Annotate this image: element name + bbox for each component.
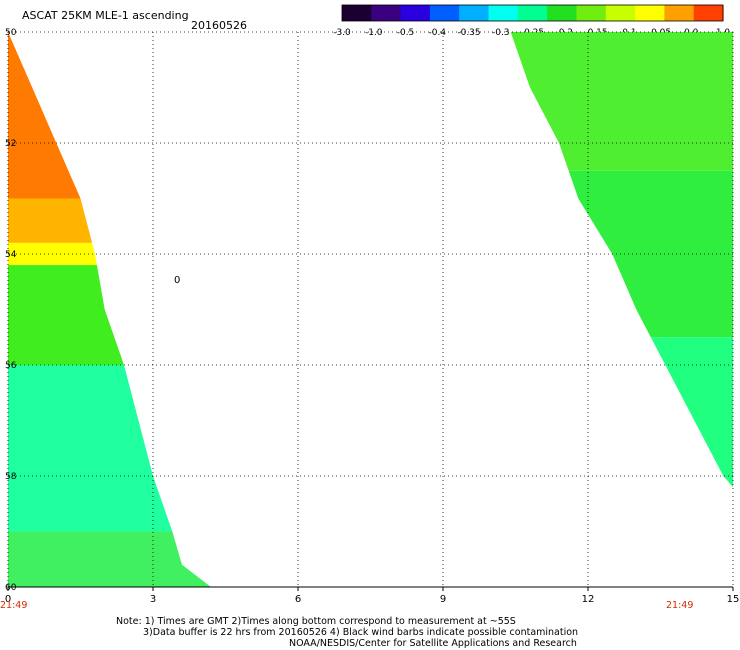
colorbar-segment bbox=[488, 5, 519, 21]
colorbar-label: -0.5 bbox=[397, 28, 415, 38]
colorbar-label: -0.35 bbox=[457, 28, 480, 38]
start-time: 21:49 bbox=[0, 600, 28, 611]
colorbar-segment bbox=[342, 5, 372, 21]
colorbar-label: -0.4 bbox=[428, 28, 446, 38]
colorbar-frame bbox=[341, 4, 724, 22]
colorbar-segment bbox=[576, 5, 607, 21]
colorbar-segment bbox=[459, 5, 490, 21]
x-tick-label: 6 bbox=[295, 594, 301, 605]
colorbar-segment bbox=[693, 5, 724, 21]
x-tick-label: 3 bbox=[150, 594, 156, 605]
colorbar-segment bbox=[429, 5, 460, 21]
note-line-1: Note: 1) Times are GMT 2)Times along bot… bbox=[116, 616, 516, 627]
colorbar-label: -0.3 bbox=[492, 28, 510, 38]
colorbar-segment bbox=[605, 5, 636, 21]
wind-barb-annotation: 0 bbox=[174, 275, 180, 286]
x-tick-label: 15 bbox=[727, 594, 740, 605]
colorbar-segment bbox=[664, 5, 695, 21]
y-tick-label: 56 bbox=[5, 361, 17, 371]
swath-band bbox=[510, 32, 733, 171]
y-tick-label: 58 bbox=[5, 472, 17, 482]
colorbar-label: -1.0 bbox=[365, 28, 383, 38]
chart-date: 20160526 bbox=[191, 19, 247, 32]
swath-band bbox=[8, 531, 211, 587]
y-tick-label: 54 bbox=[5, 250, 17, 260]
colorbar-segment bbox=[635, 5, 665, 21]
note-line-2: 3)Data buffer is 22 hrs from 20160526 4)… bbox=[143, 627, 579, 638]
note-line-3: NOAA/NESDIS/Center for Satellite Applica… bbox=[289, 638, 577, 649]
y-tick-label: 60 bbox=[5, 583, 17, 593]
x-tick-label: 0 bbox=[5, 594, 11, 605]
swath-layer bbox=[8, 32, 733, 587]
y-tick-label: 52 bbox=[5, 139, 16, 149]
colorbar-segment bbox=[547, 5, 578, 21]
x-tick-label: 12 bbox=[582, 594, 595, 605]
y-tick-label: 50 bbox=[5, 28, 17, 38]
x-tick-label: 9 bbox=[440, 594, 446, 605]
chart-title: ASCAT 25KM MLE-1 ascending bbox=[22, 9, 189, 22]
colorbar-segment bbox=[400, 5, 431, 21]
colorbar-label: -3.0 bbox=[333, 28, 351, 38]
colorbar-segment bbox=[371, 5, 402, 21]
end-time: 21:49 bbox=[666, 600, 694, 611]
swath-band bbox=[8, 365, 211, 532]
colorbar-segment bbox=[517, 5, 548, 21]
